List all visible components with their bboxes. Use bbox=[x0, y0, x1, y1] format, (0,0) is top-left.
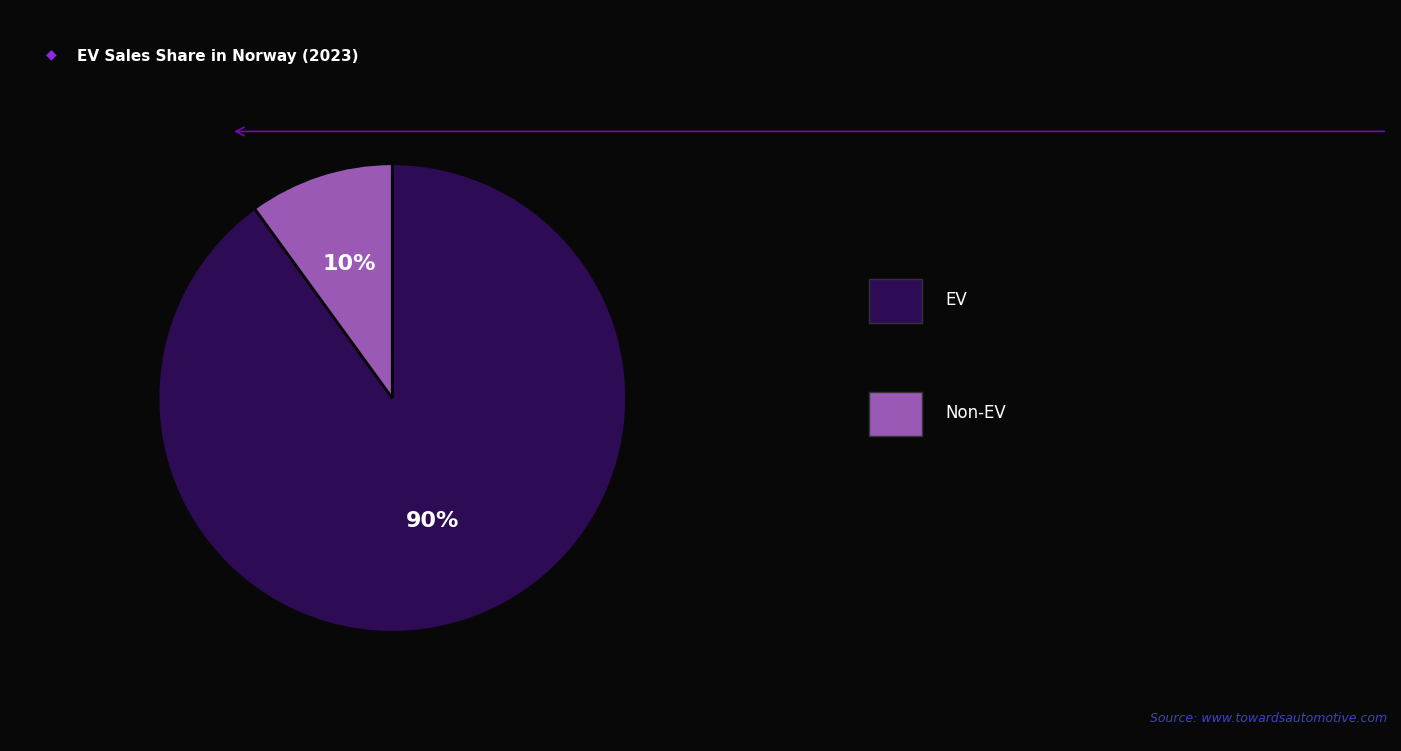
Text: Non-EV: Non-EV bbox=[946, 404, 1006, 422]
Wedge shape bbox=[255, 164, 392, 398]
Text: ◆: ◆ bbox=[46, 47, 57, 62]
Text: 90%: 90% bbox=[405, 511, 458, 531]
Wedge shape bbox=[158, 164, 626, 632]
Text: EV: EV bbox=[946, 291, 968, 309]
Text: 10%: 10% bbox=[322, 255, 375, 274]
Text: EV Sales Share in Norway (2023): EV Sales Share in Norway (2023) bbox=[77, 49, 359, 64]
Text: Source: www.towardsautomotive.com: Source: www.towardsautomotive.com bbox=[1150, 712, 1387, 725]
